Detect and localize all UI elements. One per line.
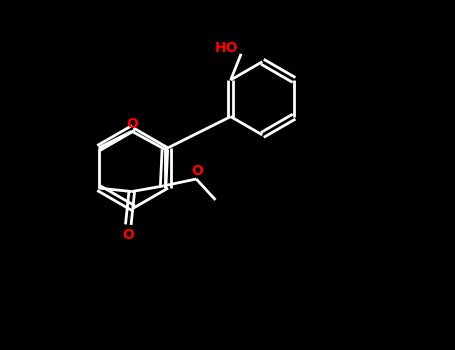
Text: O: O (122, 228, 134, 242)
Text: O: O (192, 164, 203, 178)
Text: HO: HO (215, 41, 238, 55)
Text: O: O (126, 117, 138, 131)
